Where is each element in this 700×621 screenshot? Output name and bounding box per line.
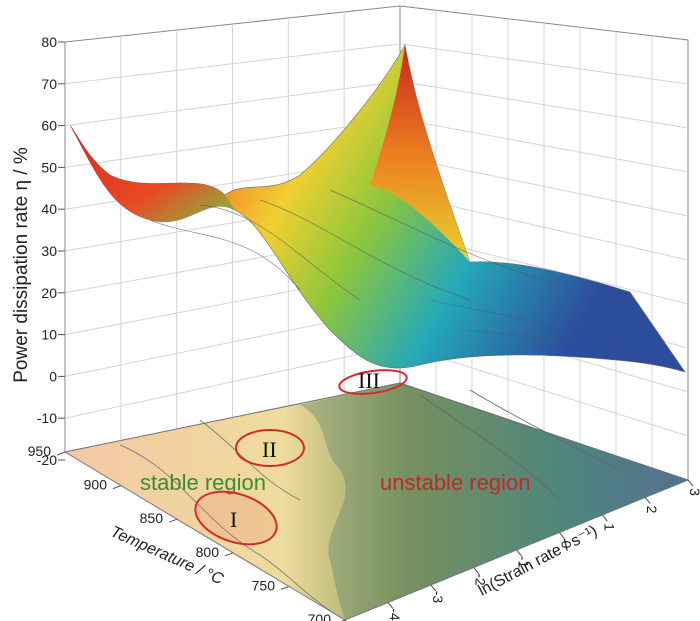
z-tick-label: 60 — [41, 118, 57, 134]
z-tick-label: 40 — [41, 201, 57, 217]
region-iii-ellipse — [338, 369, 408, 395]
temperature-tick-label: 700 — [308, 611, 332, 621]
strain-tick-mark — [473, 567, 480, 574]
temperature-tick-label: 950 — [28, 443, 52, 459]
temperature-tick-label: 750 — [252, 577, 276, 593]
strain-tick-mark — [387, 602, 394, 609]
strain-tick-mark — [430, 584, 437, 592]
strain-rate-axis: -5-4-3-2-10123 — [344, 479, 700, 621]
z-axis: 80 70 60 50 40 30 20 10 0 -10 -20 — [37, 34, 65, 468]
region-iii-label: III — [358, 368, 380, 393]
region-i-label: I — [230, 507, 237, 532]
region-ii-label: II — [262, 437, 277, 462]
z-tick-label: 50 — [41, 159, 57, 175]
strain-tick-mark — [516, 549, 522, 557]
temperature-tick-label: 800 — [196, 544, 220, 560]
z-tick-label: 10 — [41, 327, 57, 343]
region-ii-ellipse — [235, 429, 305, 467]
z-tick-label: 80 — [41, 34, 57, 50]
z-tick-label: -20 — [37, 452, 57, 468]
z-axis-title: Power dissipation rate η / % — [11, 147, 32, 383]
temperature-tick-mark — [168, 518, 178, 523]
z-tick-label: 30 — [41, 243, 57, 259]
back-walls — [64, 5, 689, 481]
strain-tick-label: -2 — [473, 573, 489, 586]
temperature-tick-mark — [280, 585, 290, 590]
temperature-axis: 700 750 800 850 900 950 — [28, 443, 346, 621]
strain-tick-label: 2 — [644, 506, 660, 514]
temperature-tick-label: 900 — [84, 477, 108, 493]
strain-tick-label: 0 — [558, 541, 574, 549]
z-tick-label: -10 — [37, 410, 57, 426]
region-annotations: stable region unstable region I II III — [140, 368, 530, 546]
strain-tick-label: 3 — [687, 488, 700, 496]
unstable-region-label: unstable region — [380, 470, 530, 495]
temperature-tick-mark — [224, 552, 234, 557]
strain-tick-label: 1 — [601, 523, 617, 531]
strain-tick-mark — [558, 532, 565, 539]
z-tick-label: 70 — [41, 76, 57, 92]
strain-tick-mark — [601, 514, 608, 522]
temperature-tick-mark — [112, 485, 122, 490]
strain-tick-label: -4 — [387, 608, 403, 621]
strain-tick-mark — [687, 479, 694, 487]
region-i-ellipse — [194, 490, 278, 546]
strain-tick-label: -3 — [430, 591, 446, 604]
stable-region-label: stable region — [140, 470, 266, 495]
power-dissipation-surface — [69, 44, 686, 373]
temperature-tick-mark — [56, 451, 66, 456]
temperature-tick-label: 850 — [140, 510, 164, 526]
z-tick-label: 20 — [41, 285, 57, 301]
strain-tick-label: -1 — [516, 556, 532, 569]
floor-contour-map — [63, 382, 690, 621]
strain-tick-mark — [644, 497, 651, 504]
z-tick-label: 0 — [49, 368, 57, 384]
